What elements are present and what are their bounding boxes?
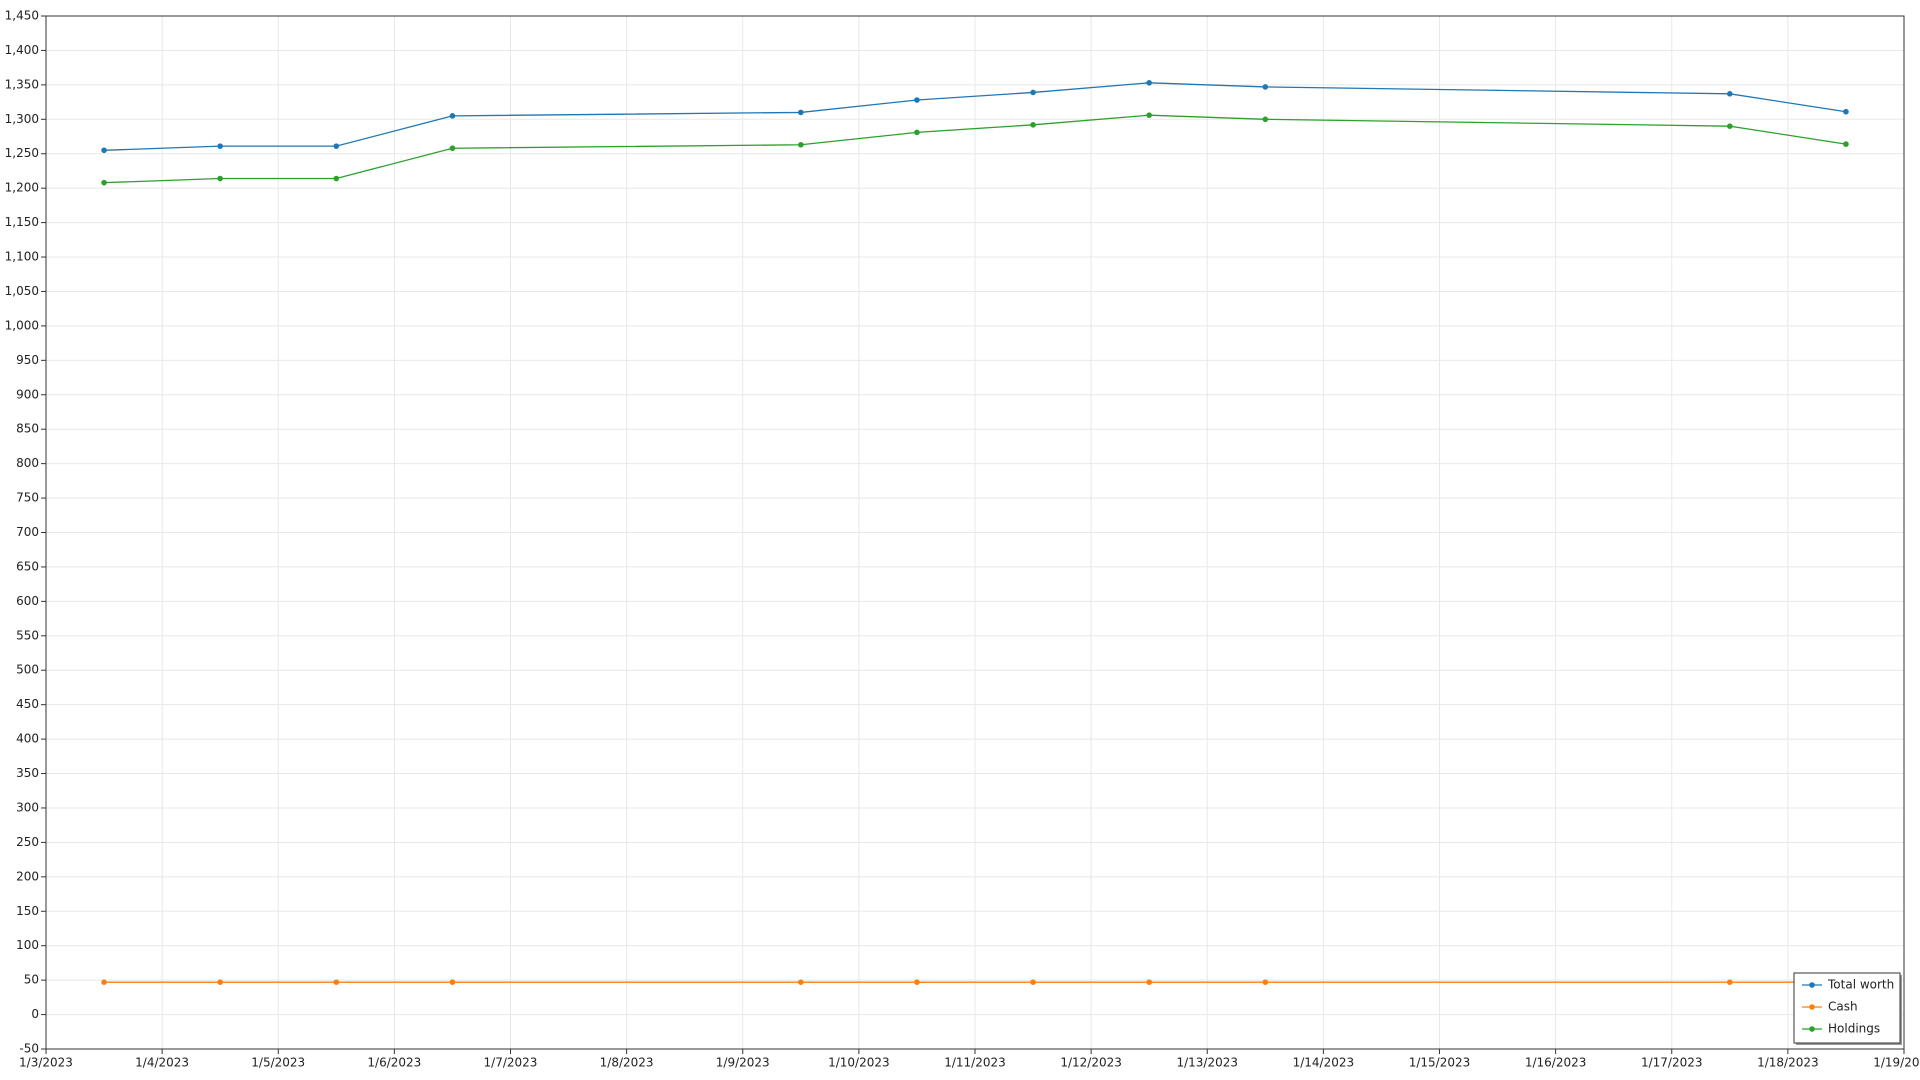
data-point	[217, 979, 223, 985]
y-tick-label: 1,400	[5, 43, 39, 57]
y-tick-label: 900	[16, 387, 39, 401]
data-point	[798, 141, 804, 148]
data-point	[217, 175, 223, 182]
data-point	[798, 979, 804, 985]
x-tick-label: 1/5/2023	[251, 1056, 305, 1070]
data-point	[333, 175, 340, 182]
x-tick-label: 1/7/2023	[484, 1056, 538, 1070]
legend-label: Total worth	[1827, 978, 1894, 992]
y-tick-label: 650	[16, 559, 39, 573]
data-point	[101, 147, 107, 154]
y-tick-label: 950	[16, 353, 39, 367]
data-point	[333, 979, 340, 985]
y-tick-label: 400	[16, 732, 39, 746]
y-tick-label: 600	[16, 594, 39, 608]
data-point	[1146, 979, 1152, 985]
y-tick-label: -50	[19, 1042, 39, 1056]
data-point	[914, 129, 920, 136]
data-point	[449, 145, 456, 152]
y-tick-label: 100	[16, 938, 39, 952]
y-tick-label: 250	[16, 835, 39, 849]
y-tick-label: 1,050	[5, 284, 39, 298]
y-tick-label: 850	[16, 422, 39, 436]
y-tick-label: 750	[16, 491, 39, 505]
y-tick-label: 300	[16, 800, 39, 814]
y-tick-label: 350	[16, 766, 39, 780]
data-point	[1727, 91, 1733, 97]
x-tick-label: 1/11/2023	[944, 1056, 1006, 1070]
y-tick-label: 150	[16, 904, 39, 918]
data-point	[1030, 979, 1036, 985]
y-tick-label: 550	[16, 628, 39, 642]
y-tick-label: 1,300	[5, 112, 39, 126]
data-point	[1843, 141, 1849, 147]
x-tick-label: 1/15/2023	[1409, 1056, 1471, 1070]
data-point	[1262, 116, 1269, 123]
data-point	[101, 179, 107, 186]
x-tick-label: 1/18/2023	[1757, 1056, 1819, 1070]
y-tick-label: 1,100	[5, 250, 39, 264]
data-point	[1146, 80, 1152, 86]
data-point	[449, 113, 456, 119]
plot-frame	[45, 15, 1905, 1050]
x-tick-label: 1/3/2023	[19, 1056, 73, 1070]
x-tick-label: 1/19/2023	[1873, 1056, 1920, 1070]
x-tick-label: 1/14/2023	[1293, 1056, 1355, 1070]
legend-label: Holdings	[1828, 1022, 1880, 1036]
y-tick-label: 1,150	[5, 215, 39, 229]
x-tick-label: 1/17/2023	[1641, 1056, 1703, 1070]
x-tick-label: 1/13/2023	[1176, 1056, 1238, 1070]
x-tick-label: 1/12/2023	[1060, 1056, 1122, 1070]
data-point	[1030, 89, 1036, 96]
y-tick-label: 1,450	[5, 9, 39, 23]
data-point	[1727, 123, 1733, 129]
data-point	[333, 143, 340, 149]
data-point	[1843, 108, 1849, 115]
data-point	[1262, 84, 1269, 90]
y-tick-label: 700	[16, 525, 39, 539]
data-point	[1030, 122, 1036, 128]
x-tick-label: 1/4/2023	[135, 1056, 189, 1070]
y-tick-label: 450	[16, 697, 39, 711]
data-point	[798, 109, 804, 116]
x-tick-label: 1/8/2023	[600, 1056, 654, 1070]
y-tick-label: 1,250	[5, 146, 39, 160]
legend-marker	[1809, 982, 1815, 988]
x-tick-label: 1/6/2023	[367, 1056, 421, 1070]
y-tick-label: 800	[16, 456, 39, 470]
y-tick-label: 1,200	[5, 181, 39, 195]
y-tick-label: 0	[31, 1007, 39, 1021]
y-tick-label: 200	[16, 869, 39, 883]
data-point	[914, 97, 920, 103]
data-point	[1727, 979, 1733, 985]
legend-label: Cash	[1828, 1000, 1858, 1014]
data-point	[914, 979, 920, 985]
data-point	[217, 143, 223, 149]
y-tick-label: 1,000	[5, 318, 39, 332]
legend-marker	[1809, 1004, 1815, 1010]
data-point	[101, 979, 107, 985]
y-tick-label: 50	[24, 973, 39, 987]
legend-marker	[1809, 1026, 1815, 1032]
x-tick-label: 1/16/2023	[1525, 1056, 1587, 1070]
data-point	[1146, 112, 1152, 118]
data-point	[449, 979, 456, 985]
y-tick-label: 1,350	[5, 77, 39, 91]
data-point	[1262, 979, 1269, 985]
x-tick-label: 1/9/2023	[716, 1056, 770, 1070]
x-tick-label: 1/10/2023	[828, 1056, 890, 1070]
y-tick-label: 500	[16, 663, 39, 677]
